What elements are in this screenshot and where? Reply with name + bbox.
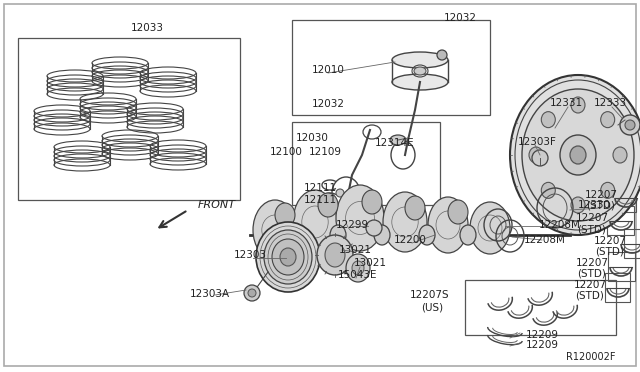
Ellipse shape <box>428 197 468 253</box>
Bar <box>292 122 440 205</box>
Ellipse shape <box>437 50 447 60</box>
Text: 13021: 13021 <box>353 258 387 268</box>
Text: 12109: 12109 <box>308 147 342 157</box>
Ellipse shape <box>414 67 426 75</box>
Text: 12032: 12032 <box>444 13 477 23</box>
Text: 12209: 12209 <box>525 330 559 340</box>
Text: 12030: 12030 <box>296 133 328 143</box>
Ellipse shape <box>522 89 634 221</box>
Ellipse shape <box>336 189 344 197</box>
Text: (STD): (STD) <box>596 247 625 257</box>
Text: R120002F: R120002F <box>566 352 616 362</box>
Text: 12207: 12207 <box>575 213 609 223</box>
Text: (STD): (STD) <box>577 224 607 234</box>
Ellipse shape <box>529 147 543 163</box>
Ellipse shape <box>541 182 556 198</box>
Text: 12299: 12299 <box>335 220 369 230</box>
Bar <box>465 280 616 335</box>
Text: 12303F: 12303F <box>518 137 556 147</box>
Ellipse shape <box>532 150 548 166</box>
Bar <box>608 252 635 281</box>
Text: 12200: 12200 <box>394 235 426 245</box>
Ellipse shape <box>560 135 596 175</box>
Text: (STD): (STD) <box>577 269 607 279</box>
Text: 12208M: 12208M <box>539 220 581 230</box>
Ellipse shape <box>248 289 256 297</box>
Ellipse shape <box>541 112 556 128</box>
Ellipse shape <box>287 225 303 245</box>
Ellipse shape <box>317 235 353 275</box>
Ellipse shape <box>570 146 586 164</box>
Ellipse shape <box>390 135 406 145</box>
Text: 12032: 12032 <box>312 99 344 109</box>
Ellipse shape <box>470 202 510 254</box>
Text: 12333: 12333 <box>593 98 627 108</box>
Ellipse shape <box>244 285 260 301</box>
Text: 12111: 12111 <box>303 195 337 205</box>
Ellipse shape <box>346 254 370 282</box>
Ellipse shape <box>383 192 427 252</box>
Ellipse shape <box>392 74 448 90</box>
Ellipse shape <box>318 193 338 217</box>
Ellipse shape <box>460 225 476 245</box>
Ellipse shape <box>510 75 640 235</box>
Ellipse shape <box>280 248 296 266</box>
Text: 12303A: 12303A <box>190 289 230 299</box>
Text: 15043E: 15043E <box>339 270 378 280</box>
Ellipse shape <box>253 200 297 260</box>
Text: (STD): (STD) <box>587 201 616 211</box>
Text: 12303: 12303 <box>234 250 266 260</box>
Ellipse shape <box>419 225 435 245</box>
Ellipse shape <box>330 225 346 245</box>
Text: (STD): (STD) <box>575 291 604 301</box>
Ellipse shape <box>392 52 448 68</box>
Ellipse shape <box>620 115 640 135</box>
Ellipse shape <box>348 189 356 197</box>
Ellipse shape <box>405 196 425 220</box>
Ellipse shape <box>352 261 364 275</box>
Text: 12330: 12330 <box>577 200 611 210</box>
Text: 12207: 12207 <box>584 190 618 200</box>
Ellipse shape <box>613 147 627 163</box>
Ellipse shape <box>625 120 635 130</box>
Text: 13021: 13021 <box>339 245 371 255</box>
Ellipse shape <box>366 220 382 236</box>
Text: 12111: 12111 <box>303 183 337 193</box>
Text: 12033: 12033 <box>131 23 163 33</box>
Ellipse shape <box>293 190 337 254</box>
Text: 12207: 12207 <box>593 236 627 246</box>
Bar <box>624 229 640 258</box>
Ellipse shape <box>264 230 312 284</box>
Text: 12010: 12010 <box>312 65 344 75</box>
Text: 12207: 12207 <box>573 280 607 290</box>
Ellipse shape <box>571 97 585 113</box>
Ellipse shape <box>336 185 384 251</box>
Text: FRONT: FRONT <box>198 200 236 210</box>
Ellipse shape <box>448 200 468 224</box>
Text: 12331: 12331 <box>549 98 582 108</box>
Ellipse shape <box>571 197 585 213</box>
Bar <box>292 20 490 115</box>
Text: 12207: 12207 <box>575 258 609 268</box>
Bar <box>617 183 636 212</box>
Text: 12208M: 12208M <box>524 235 566 245</box>
Ellipse shape <box>275 203 295 227</box>
Ellipse shape <box>325 243 345 267</box>
Ellipse shape <box>256 222 320 292</box>
Text: 12314E: 12314E <box>375 138 415 148</box>
Text: 12209: 12209 <box>525 340 559 350</box>
Ellipse shape <box>601 112 614 128</box>
Text: 12207S: 12207S <box>410 290 450 300</box>
Ellipse shape <box>362 190 382 214</box>
Text: (US): (US) <box>421 302 443 312</box>
Bar <box>607 206 634 235</box>
Ellipse shape <box>374 225 390 245</box>
Text: 12100: 12100 <box>269 147 303 157</box>
Ellipse shape <box>601 182 614 198</box>
Bar <box>605 273 630 302</box>
Bar <box>18 38 240 200</box>
Ellipse shape <box>272 239 304 275</box>
